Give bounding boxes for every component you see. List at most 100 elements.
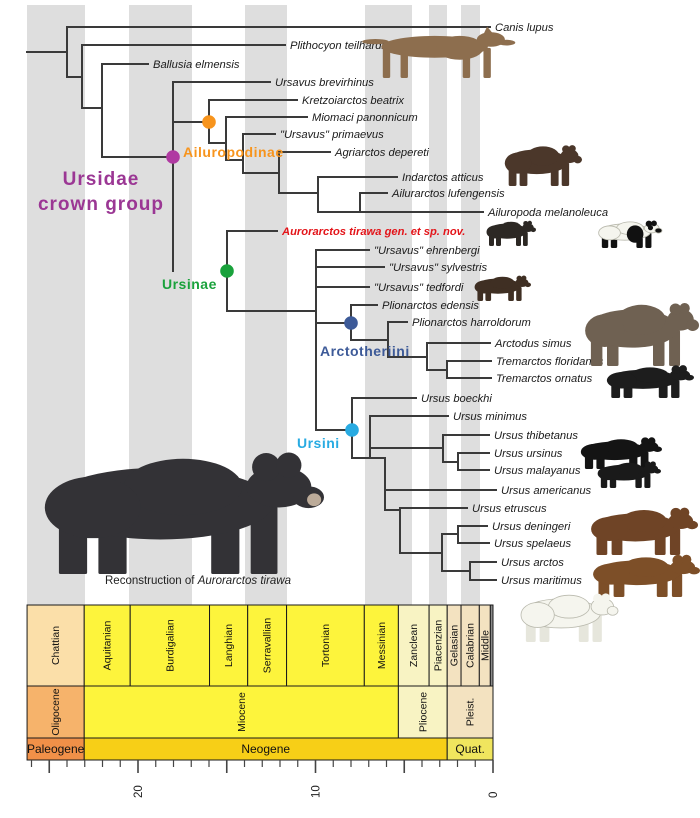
animal-part	[653, 468, 661, 474]
animal-part	[307, 493, 322, 507]
animal-part	[606, 372, 637, 389]
species-label: Ballusia elmensis	[153, 59, 240, 71]
animal-part	[44, 476, 141, 539]
bear-illustration-reconstruction	[44, 452, 324, 574]
species-label: Ailurarctos lufengensis	[391, 188, 505, 200]
animal-leg	[483, 47, 491, 78]
animal-part	[362, 39, 389, 45]
animal-part	[686, 520, 698, 530]
species-label: Tremarctos ornatus	[496, 373, 593, 385]
species-label: Agriarctos depereti	[334, 147, 429, 159]
species-label: Ailuropoda melanoleuca	[487, 207, 608, 219]
animal-part	[631, 367, 669, 383]
bear-illustration-indarctos	[504, 145, 583, 186]
bear-illustration-spelaeus	[591, 507, 698, 555]
species-label: Ursus etruscus	[472, 503, 547, 515]
animal-part	[530, 227, 536, 233]
timescale-label: Langhian	[223, 624, 235, 667]
animal-leg	[669, 528, 681, 555]
animal-part	[603, 439, 639, 454]
species-label: Ursus boeckhi	[421, 393, 492, 405]
species-label: Indarctos atticus	[402, 172, 484, 184]
animal-part	[647, 225, 654, 231]
animal-part	[669, 303, 682, 315]
animal-part	[527, 220, 532, 226]
animal-part	[670, 507, 682, 519]
species-label: Aurorarctos tirawa gen. et sp. nov.	[281, 226, 465, 238]
timescale-label: Tortonian	[320, 624, 332, 667]
species-label: Ursus malayanus	[494, 465, 581, 477]
species-label: Ursus spelaeus	[494, 538, 572, 550]
animal-part	[654, 227, 663, 234]
animal-part	[623, 557, 669, 577]
animal-ear	[483, 26, 494, 35]
axis-tick-label: 20	[133, 785, 145, 798]
species-label: Ursus americanus	[501, 485, 592, 497]
timescale-cell	[209, 604, 249, 687]
animal-part	[526, 146, 560, 166]
animal-part	[521, 275, 527, 281]
animal-part	[591, 517, 628, 541]
clade-node-dot-ursini	[345, 423, 359, 437]
animal-part	[593, 563, 630, 585]
animal-part	[436, 35, 484, 60]
species-label: Ursus ursinus	[494, 448, 563, 460]
animal-part	[617, 304, 666, 335]
timescale-cell	[286, 604, 365, 687]
species-label: Ursus deningeri	[492, 521, 571, 533]
animal-part	[648, 437, 656, 445]
animal-part	[686, 319, 699, 331]
animal-part	[626, 225, 644, 243]
axis-tick-label: 0	[488, 792, 500, 798]
animal-part	[615, 462, 643, 476]
animal-part	[641, 437, 650, 446]
clade-node-dot-arctotheriini	[344, 316, 358, 330]
timescale-cell	[397, 685, 448, 739]
timescale-label: Chattian	[50, 626, 62, 665]
animal-leg	[400, 49, 408, 78]
timescale-label: Middle	[479, 630, 491, 661]
timescale-label: Neogene	[241, 742, 290, 756]
animal-part	[474, 280, 494, 294]
animal-leg	[561, 162, 570, 186]
animal-part	[651, 220, 657, 227]
animal-part	[524, 282, 531, 288]
animal-part	[252, 453, 281, 482]
animal-part	[276, 452, 302, 478]
species-label: Tremarctos floridanus	[496, 356, 604, 368]
species-label: "Ursavus" sylvestris	[389, 262, 487, 274]
animal-part	[573, 155, 583, 164]
timescale-label: Piacenzian	[433, 620, 445, 672]
caption-prefix: Reconstruction of	[105, 575, 198, 587]
timescale-cell	[26, 604, 85, 687]
timescale-label: Burdigalian	[164, 619, 176, 672]
timescale-label: Paleogene	[27, 742, 85, 756]
animal-leg	[644, 473, 651, 488]
species-label: Ursavus brevirhinus	[275, 77, 374, 89]
animal-part	[598, 225, 621, 241]
animal-part	[679, 365, 687, 374]
timescale-label: Calabrian	[465, 623, 477, 668]
timescale-cell	[83, 685, 399, 739]
clade-node-dot-ursidae-crown-group	[166, 150, 180, 164]
bear-illustration-ursinus	[580, 437, 662, 469]
animal-part	[497, 39, 516, 46]
timescale-cell	[247, 604, 288, 687]
clade-label-ursidae-crown-group: crown group	[38, 194, 164, 215]
species-label: Ursus arctos	[501, 557, 564, 569]
clade-label-ailuropodinae: Ailuropodinae	[183, 144, 284, 160]
animal-part	[650, 461, 656, 468]
species-label: Plionarctos harroldorum	[412, 317, 531, 329]
timescale-cell	[397, 604, 430, 687]
species-label: "Ursavus" tedfordi	[374, 282, 464, 294]
clade-label-ursidae-crown-group: Ursidae	[63, 169, 140, 190]
animal-part	[523, 220, 529, 226]
clade-node-dot-ailuropodinae	[202, 115, 216, 129]
animal-leg	[523, 231, 528, 246]
animal-part	[621, 510, 667, 532]
animal-part	[652, 446, 662, 453]
species-label: Arctodus simus	[494, 338, 572, 350]
animal-part	[568, 145, 576, 153]
